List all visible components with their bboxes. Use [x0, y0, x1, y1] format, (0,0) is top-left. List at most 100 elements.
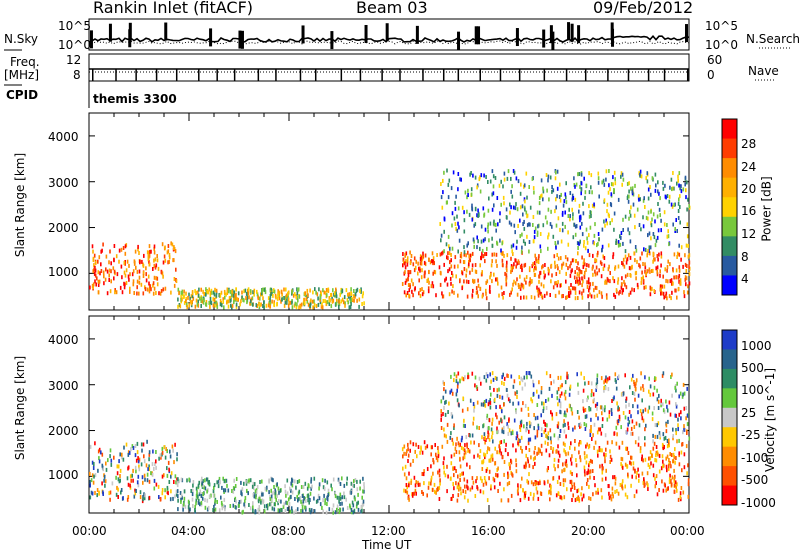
velocity-cell: [675, 428, 677, 432]
velocity-cell: [322, 485, 325, 490]
power-cell: [223, 305, 225, 310]
velocity-cell: [262, 500, 264, 505]
power-cell: [510, 189, 512, 194]
velocity-cell: [499, 404, 501, 409]
power-cell: [686, 264, 688, 268]
power-cell: [121, 275, 123, 280]
power-cell: [487, 229, 489, 234]
power-cell: [566, 295, 568, 300]
power-cell: [667, 279, 669, 284]
velocity-cell: [599, 464, 601, 469]
power-cell: [418, 266, 420, 271]
velocity-cell: [501, 380, 503, 385]
velocity-cell: [232, 489, 235, 494]
power-cell: [540, 178, 543, 183]
power-cell: [464, 190, 467, 195]
velocity-cell: [670, 482, 673, 487]
velocity-cell: [495, 472, 497, 477]
velocity-cell: [197, 483, 200, 488]
power-cell: [428, 280, 430, 285]
velocity-cell: [338, 499, 340, 504]
velocity-cell: [588, 484, 590, 489]
velocity-cell: [628, 410, 631, 414]
power-cell: [306, 299, 309, 304]
velocity-cell: [573, 486, 576, 490]
power-cell: [148, 244, 151, 249]
velocity-cell: [117, 487, 119, 492]
power-cell: [233, 296, 235, 301]
velocity-cell: [142, 495, 144, 500]
power-cell: [463, 229, 466, 234]
power-cell: [235, 296, 237, 301]
velocity-cell: [356, 479, 358, 484]
velocity-cell: [280, 508, 283, 512]
power-cell: [670, 177, 673, 182]
power-cell: [429, 260, 432, 265]
power-cell: [590, 185, 592, 190]
power-cell: [472, 237, 475, 242]
velocity-cell: [561, 469, 563, 474]
velocity-cell: [274, 491, 277, 496]
velocity-cell: [597, 487, 599, 492]
power-cell: [115, 254, 118, 259]
velocity-cell: [199, 489, 201, 494]
power-cell: [606, 221, 608, 226]
power-cell: [160, 270, 163, 275]
velocity-cell: [557, 491, 560, 496]
velocity-cell: [529, 424, 531, 429]
velocity-cell: [363, 489, 365, 494]
velocity-cell: [532, 482, 535, 487]
power-cell: [657, 180, 659, 185]
power-cell: [653, 289, 655, 294]
power-cell: [642, 215, 644, 220]
velocity-cell: [571, 485, 574, 489]
power-cell: [518, 285, 520, 289]
velocity-cell: [167, 491, 169, 496]
velocity-cell: [582, 388, 585, 393]
power-cell: [608, 183, 610, 188]
velocity-cell: [222, 476, 224, 481]
velocity-cell: [463, 455, 466, 460]
power-cell: [647, 187, 650, 192]
power-cell: [584, 270, 586, 275]
power-cell: [192, 296, 195, 301]
velocity-cell: [434, 489, 436, 494]
velocity-cell: [153, 478, 156, 483]
velocity-cell: [571, 454, 573, 459]
power-cell: [103, 274, 105, 279]
power-cell: [633, 213, 636, 218]
velocity-cell: [488, 476, 490, 481]
velocity-cell: [612, 475, 614, 480]
velocity-cell: [577, 390, 580, 395]
power-cell: [259, 296, 261, 301]
velocity-cell: [269, 494, 271, 499]
nsky-spike: [570, 23, 574, 42]
velocity-cell: [278, 508, 281, 513]
power-cell: [520, 263, 523, 268]
power-cell: [199, 296, 201, 301]
velocity-cell: [464, 443, 466, 448]
power-cell: [605, 169, 608, 174]
power-cell: [328, 298, 331, 303]
velocity-cell: [614, 476, 617, 481]
power-cell: [539, 194, 542, 199]
velocity-cell: [284, 489, 287, 494]
velocity-cell: [456, 388, 458, 393]
power-cell: [295, 295, 298, 300]
velocity-cell: [180, 477, 183, 482]
power-cell: [542, 264, 544, 269]
power-cell: [483, 212, 486, 217]
power-cell: [466, 209, 468, 214]
power-cell: [657, 257, 659, 262]
power-cell: [190, 301, 193, 306]
power-cell: [250, 301, 252, 306]
power-cell: [472, 288, 474, 293]
velocity-cell: [671, 372, 673, 377]
velocity-cell: [446, 422, 449, 427]
power-cell: [569, 273, 572, 278]
velocity-cell: [642, 409, 644, 414]
velocity-cell: [437, 446, 439, 450]
power-cell: [680, 189, 683, 194]
power-cell: [635, 270, 638, 275]
power-cell: [472, 173, 474, 178]
